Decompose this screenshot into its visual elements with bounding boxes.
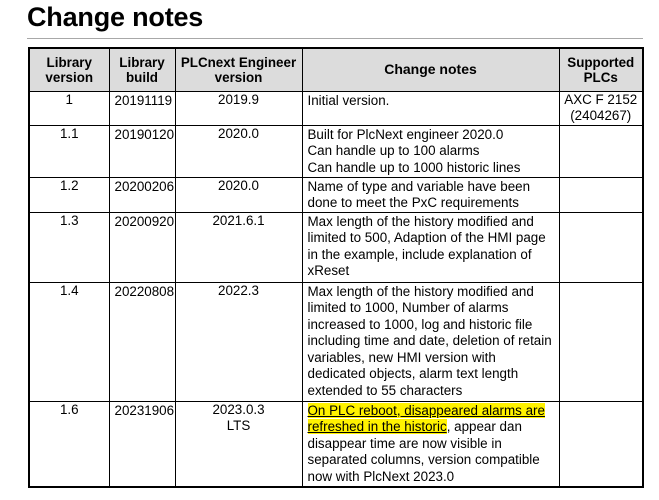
cell-engineer-version: 2020.0 (174, 176, 303, 213)
table-header-row: Library version Library build PLCnext En… (28, 47, 644, 92)
header-library-version: Library version (28, 47, 110, 92)
title-divider (27, 38, 643, 39)
cell-library-build: 20200206 (108, 176, 176, 213)
cell-change-notes: Max length of the history modified and l… (301, 211, 560, 283)
change-notes-table: Library version Library build PLCnext En… (28, 47, 644, 488)
cell-library-build: 20191119 (108, 90, 176, 126)
table-row: 1.2 20200206 2020.0 Name of type and var… (28, 176, 644, 213)
cell-library-build: 20231906 (108, 400, 176, 488)
cell-change-notes: Initial version. (301, 90, 560, 126)
cell-library-version: 1.1 (28, 124, 110, 178)
cell-supported-plcs (558, 176, 644, 213)
cell-supported-plcs (558, 211, 644, 283)
header-plcnext-engineer-version: PLCnext Engineer version (174, 47, 303, 92)
cell-engineer-version: 2020.0 (174, 124, 303, 178)
cell-library-build: 20220808 (108, 281, 176, 402)
table-row: 1.4 20220808 2022.3 Max length of the hi… (28, 281, 644, 402)
page-title: Change notes (27, 2, 204, 32)
table-row: 1.6 20231906 2023.0.3 LTS On PLC reboot,… (28, 400, 644, 488)
cell-supported-plcs (558, 124, 644, 178)
cell-supported-plcs: AXC F 2152 (2404267) (558, 90, 644, 126)
cell-library-build: 20190120 (108, 124, 176, 178)
table-row: 1.1 20190120 2020.0 Built for PlcNext en… (28, 124, 644, 178)
cell-supported-plcs (558, 400, 644, 488)
cell-engineer-version: 2023.0.3 LTS (174, 400, 303, 488)
table-row: 1.3 20200920 2021.6.1 Max length of the … (28, 211, 644, 283)
cell-change-notes: Max length of the history modified and l… (301, 281, 560, 402)
cell-library-version: 1.6 (28, 400, 110, 488)
cell-engineer-version: 2022.3 (174, 281, 303, 402)
cell-library-version: 1.3 (28, 211, 110, 283)
cell-supported-plcs (558, 281, 644, 402)
cell-change-notes: Name of type and variable have been done… (301, 176, 560, 213)
cell-engineer-version: 2019.9 (174, 90, 303, 126)
header-supported-plcs: Supported PLCs (558, 47, 644, 92)
note-text: , appear dan disappear time are now visi… (307, 419, 540, 484)
cell-change-notes: On PLC reboot, disappeared alarms are re… (301, 400, 560, 488)
cell-library-version: 1 (28, 90, 110, 126)
cell-engineer-version: 2021.6.1 (174, 211, 303, 283)
cell-library-build: 20200920 (108, 211, 176, 283)
cell-library-version: 1.2 (28, 176, 110, 213)
cell-library-version: 1.4 (28, 281, 110, 402)
header-change-notes: Change notes (301, 47, 560, 92)
cell-change-notes: Built for PlcNext engineer 2020.0 Can ha… (301, 124, 560, 178)
header-library-build: Library build (108, 47, 176, 92)
engineer-version-text: 2023.0.3 LTS (212, 401, 265, 434)
table-row: 1 20191119 2019.9 Initial version. AXC F… (28, 90, 644, 126)
